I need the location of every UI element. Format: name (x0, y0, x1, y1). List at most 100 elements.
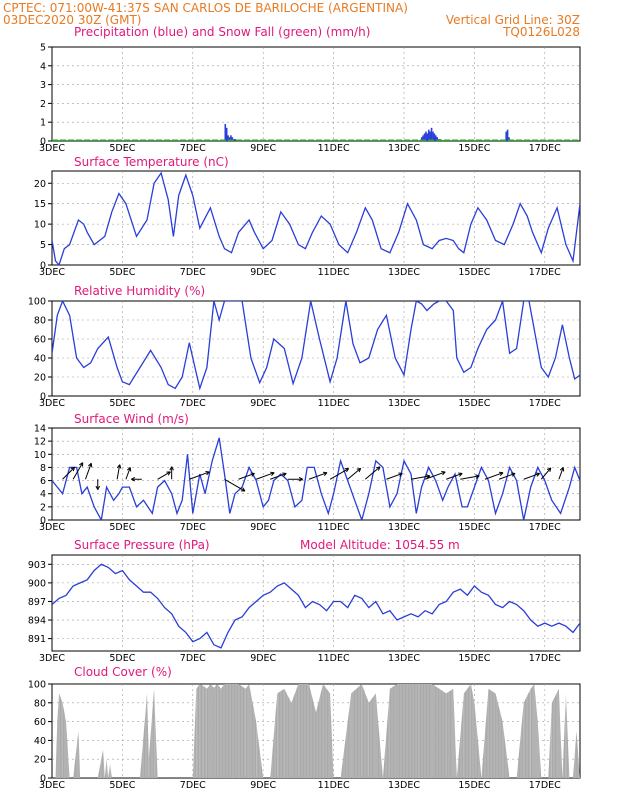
precip-bar (506, 129, 509, 141)
x-tick-label: 17DEC (529, 522, 561, 533)
x-tick-label: 13DEC (388, 143, 420, 154)
cloud-area-segment (210, 684, 214, 778)
precipitation-title: Precipitation (blue) and Snow Fall (gree… (74, 25, 370, 39)
humidity-title: Relative Humidity (%) (74, 284, 205, 298)
wind-arrow-head (205, 470, 210, 476)
precip-bar (442, 140, 444, 141)
wind-arrow (238, 472, 255, 480)
x-tick-label: 7DEC (180, 398, 206, 409)
wind-arrow-head (95, 485, 101, 490)
x-tick-label: 11DEC (318, 143, 350, 154)
wind-arrow (62, 466, 75, 480)
wind-arrow (329, 468, 349, 480)
y-tick-label: 15 (34, 199, 46, 210)
x-tick-label: 7DEC (180, 780, 206, 791)
temperature-title: Surface Temperature (nC) (74, 155, 229, 169)
precip-bar (417, 140, 419, 141)
cloud-area-segment (238, 684, 246, 778)
precip-bar (420, 137, 423, 141)
cloud-area-segment (140, 693, 148, 778)
x-tick-label: 9DEC (250, 267, 276, 278)
cloud-area-segment (73, 731, 79, 778)
wind-panel: Surface Wind (m/s) 3DEC 5DEC 7DEC 9DEC 11DEC… (34, 412, 581, 533)
panel-frame (51, 554, 581, 652)
cloud-area-segment (534, 684, 538, 778)
cloud-cover-title: Cloud Cover (%) (74, 665, 172, 679)
cloud-area-segment (396, 684, 404, 778)
cloud-area-segment (523, 688, 531, 778)
precip-bar (522, 140, 525, 141)
cloud-area-segment (224, 684, 228, 778)
cloud-area-segment (199, 684, 204, 778)
precip-bar (228, 137, 231, 141)
wind-arrow (498, 472, 516, 480)
precip-bar (436, 137, 438, 141)
wind-arrow (308, 472, 328, 480)
wind-arrow (125, 467, 131, 480)
wind-arrow-head (126, 467, 132, 472)
cloud-area-segment (57, 693, 60, 778)
cloud-area-segment (361, 684, 369, 778)
cloud-area-segment (495, 693, 503, 778)
panel-frame (51, 170, 581, 266)
temperature-panel: Surface Temperature (nC) 3DEC 5DEC 7DEC 9DE… (34, 155, 581, 278)
wind-arrow (270, 472, 287, 480)
cloud-area-segment (206, 684, 211, 778)
wind-arrow-head (535, 472, 541, 477)
precip-bar (234, 139, 236, 141)
cloud-area-segment (106, 759, 109, 778)
precip-bar (508, 137, 510, 141)
cloud-area-segment (565, 693, 570, 778)
cloud-area-segment (104, 759, 107, 778)
cloud-area-segment (62, 702, 67, 778)
y-tick-label: 1 (40, 118, 46, 129)
cloud-area-segment (284, 688, 292, 778)
y-tick-label: 0 (40, 137, 46, 148)
precip-bar (430, 127, 433, 141)
wind-arrow-head (498, 471, 504, 476)
pressure-title: Surface Pressure (hPa) (74, 538, 210, 552)
cloud-area-segment (256, 721, 264, 778)
wind-arrow-head (131, 476, 136, 482)
wind-arrow-head (322, 471, 328, 476)
precip-bar (423, 133, 426, 141)
wind-arrow (364, 466, 381, 480)
wind-arrow-head (458, 472, 463, 477)
precip-bar (426, 133, 429, 141)
cloud-area-segment (453, 688, 457, 778)
header-grid-line: Vertical Grid Line: 30Z (446, 13, 580, 27)
cloud-area-segment (323, 684, 331, 778)
y-tick-label: 4 (40, 61, 46, 72)
cloud-area-segment (351, 684, 362, 778)
cloud-area-segment (213, 684, 218, 778)
x-tick-label: 9DEC (250, 398, 276, 409)
y-tick-label: 903 (28, 560, 46, 571)
cloud-area-segment (59, 693, 63, 778)
cloud-area-segment (502, 721, 510, 778)
cloud-area-segment (245, 684, 250, 778)
precip-bar (429, 131, 431, 141)
panel-frame (51, 46, 581, 142)
series-line (52, 563, 580, 649)
wind-arrow-head (398, 472, 403, 477)
header-date: 03DEC2020 30Z (GMT) (3, 13, 141, 27)
cloud-area-segment (108, 763, 111, 778)
wind-arrow-head (166, 471, 171, 476)
x-tick-label: 17DEC (529, 398, 561, 409)
x-tick-label: 5DEC (109, 522, 135, 533)
y-tick-label: 0 (40, 516, 46, 527)
pressure-panel: Surface Pressure (hPa) Model Altitude: 1… (28, 538, 581, 664)
cloud-area-segment (551, 688, 559, 778)
wind-arrow (446, 472, 463, 480)
cloud-area-segment (277, 688, 285, 778)
cloud-area-segment (432, 684, 447, 778)
y-tick-label: 14 (34, 424, 46, 435)
x-tick-label: 13DEC (388, 398, 420, 409)
x-tick-label: 3DEC (39, 143, 65, 154)
precip-bar (434, 135, 437, 141)
x-tick-label: 9DEC (250, 522, 276, 533)
cloud-area-segment (217, 684, 221, 778)
x-tick-label: 15DEC (458, 780, 490, 791)
precip-bar (505, 131, 507, 141)
